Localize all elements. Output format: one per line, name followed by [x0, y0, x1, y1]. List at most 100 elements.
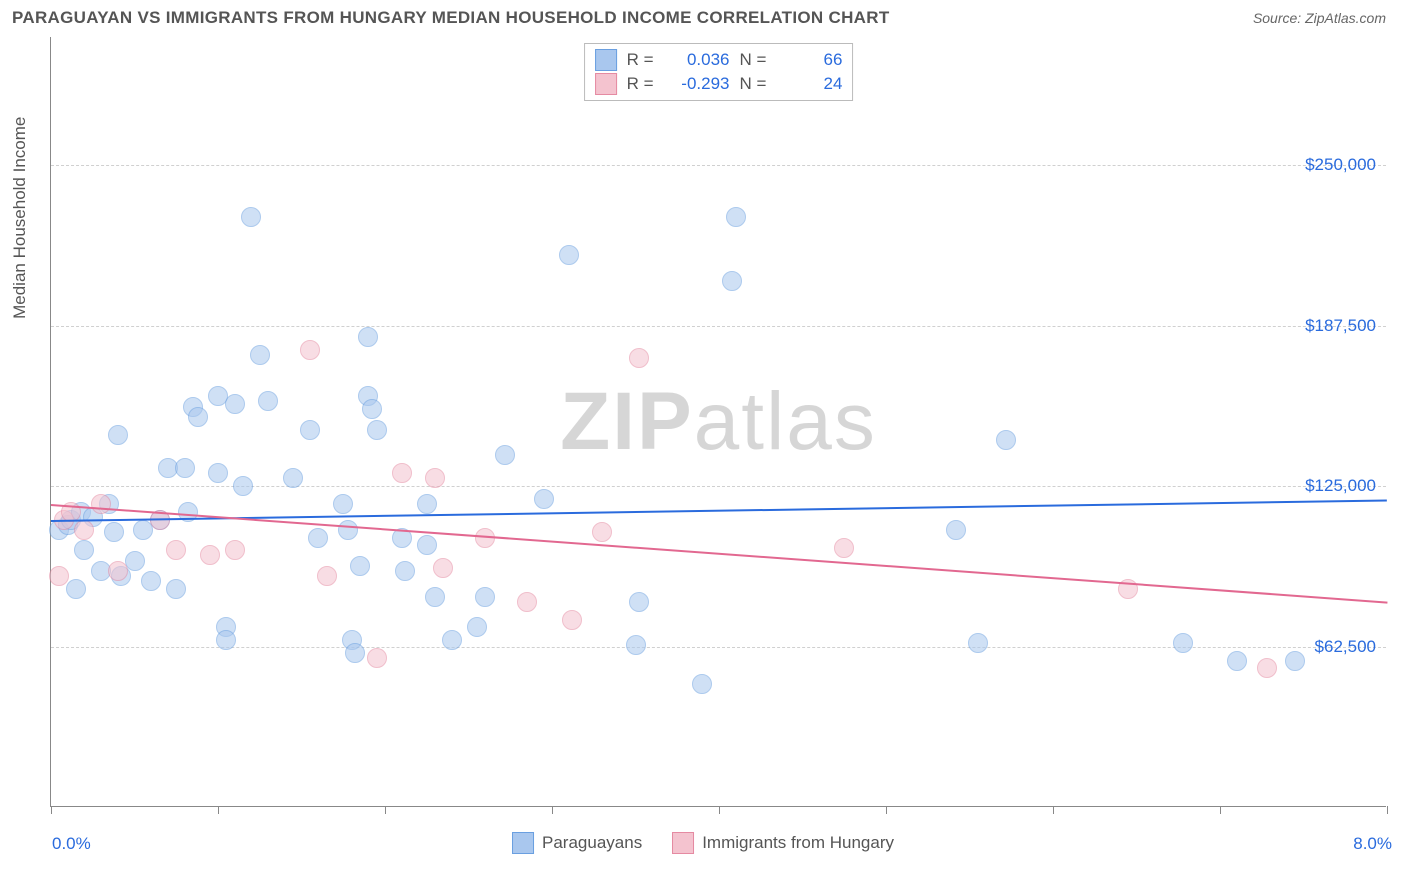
data-point-series-0 — [241, 207, 261, 227]
data-point-series-1 — [300, 340, 320, 360]
data-point-series-0 — [722, 271, 742, 291]
data-point-series-0 — [208, 463, 228, 483]
data-point-series-0 — [233, 476, 253, 496]
data-point-series-0 — [1285, 651, 1305, 671]
data-point-series-1 — [108, 561, 128, 581]
data-point-series-1 — [392, 463, 412, 483]
swatch-bottom-0 — [512, 832, 534, 854]
data-point-series-0 — [629, 592, 649, 612]
legend-item-0: Paraguayans — [512, 832, 642, 854]
data-point-series-0 — [300, 420, 320, 440]
n-label-0: N = — [740, 50, 767, 70]
data-point-series-0 — [250, 345, 270, 365]
data-point-series-1 — [592, 522, 612, 542]
legend-item-1: Immigrants from Hungary — [672, 832, 894, 854]
xtick — [552, 806, 553, 814]
data-point-series-0 — [283, 468, 303, 488]
data-point-series-1 — [225, 540, 245, 560]
data-point-series-0 — [442, 630, 462, 650]
r-label-1: R = — [627, 74, 654, 94]
data-point-series-0 — [345, 643, 365, 663]
data-point-series-0 — [417, 494, 437, 514]
xtick — [1053, 806, 1054, 814]
data-point-series-1 — [166, 540, 186, 560]
data-point-series-1 — [629, 348, 649, 368]
data-point-series-0 — [188, 407, 208, 427]
watermark-light: atlas — [694, 376, 877, 467]
data-point-series-0 — [1173, 633, 1193, 653]
n-value-0: 66 — [776, 50, 842, 70]
legend-row-series-0: R = 0.036 N = 66 — [595, 48, 843, 72]
data-point-series-0 — [996, 430, 1016, 450]
data-point-series-0 — [395, 561, 415, 581]
data-point-series-0 — [362, 399, 382, 419]
data-point-series-1 — [1257, 658, 1277, 678]
data-point-series-1 — [49, 566, 69, 586]
y-axis-label: Median Household Income — [10, 117, 30, 319]
data-point-series-0 — [467, 617, 487, 637]
swatch-series-1 — [595, 73, 617, 95]
ytick-label: $187,500 — [1305, 316, 1376, 336]
data-point-series-0 — [74, 540, 94, 560]
data-point-series-0 — [425, 587, 445, 607]
data-point-series-1 — [562, 610, 582, 630]
r-value-0: 0.036 — [664, 50, 730, 70]
data-point-series-0 — [692, 674, 712, 694]
data-point-series-1 — [200, 545, 220, 565]
data-point-series-0 — [726, 207, 746, 227]
xtick — [385, 806, 386, 814]
ytick-label: $250,000 — [1305, 155, 1376, 175]
data-point-series-0 — [946, 520, 966, 540]
data-point-series-0 — [358, 327, 378, 347]
data-point-series-0 — [1227, 651, 1247, 671]
data-point-series-0 — [495, 445, 515, 465]
legend-row-series-1: R = -0.293 N = 24 — [595, 72, 843, 96]
xtick — [218, 806, 219, 814]
data-point-series-0 — [367, 420, 387, 440]
data-point-series-0 — [338, 520, 358, 540]
x-max-label: 8.0% — [1353, 834, 1392, 854]
data-point-series-0 — [258, 391, 278, 411]
data-point-series-0 — [225, 394, 245, 414]
data-point-series-0 — [475, 587, 495, 607]
data-point-series-1 — [834, 538, 854, 558]
data-point-series-0 — [333, 494, 353, 514]
data-point-series-0 — [175, 458, 195, 478]
xtick — [719, 806, 720, 814]
ytick-label: $125,000 — [1305, 476, 1376, 496]
series-legend: Paraguayans Immigrants from Hungary — [512, 832, 894, 854]
x-min-label: 0.0% — [52, 834, 91, 854]
xtick — [1220, 806, 1221, 814]
data-point-series-1 — [367, 648, 387, 668]
swatch-bottom-1 — [672, 832, 694, 854]
data-point-series-0 — [104, 522, 124, 542]
data-point-series-0 — [626, 635, 646, 655]
data-point-series-0 — [308, 528, 328, 548]
data-point-series-0 — [108, 425, 128, 445]
r-label-0: R = — [627, 50, 654, 70]
data-point-series-1 — [74, 520, 94, 540]
ytick-label: $62,500 — [1315, 637, 1376, 657]
data-point-series-0 — [350, 556, 370, 576]
xtick — [51, 806, 52, 814]
series-name-0: Paraguayans — [542, 833, 642, 853]
data-point-series-1 — [91, 494, 111, 514]
n-value-1: 24 — [776, 74, 842, 94]
data-point-series-1 — [433, 558, 453, 578]
watermark-bold: ZIP — [560, 376, 694, 467]
data-point-series-0 — [216, 630, 236, 650]
xtick — [886, 806, 887, 814]
data-point-series-0 — [968, 633, 988, 653]
correlation-legend: R = 0.036 N = 66 R = -0.293 N = 24 — [584, 43, 854, 101]
data-point-series-0 — [166, 579, 186, 599]
data-point-series-0 — [66, 579, 86, 599]
n-label-1: N = — [740, 74, 767, 94]
gridline-h — [51, 326, 1386, 327]
data-point-series-1 — [425, 468, 445, 488]
data-point-series-1 — [317, 566, 337, 586]
data-point-series-0 — [534, 489, 554, 509]
trend-line-series-1 — [51, 504, 1387, 604]
data-point-series-0 — [141, 571, 161, 591]
chart-title: PARAGUAYAN VS IMMIGRANTS FROM HUNGARY ME… — [12, 8, 890, 28]
scatter-plot-area: ZIPatlas R = 0.036 N = 66 R = -0.293 N =… — [50, 37, 1386, 807]
